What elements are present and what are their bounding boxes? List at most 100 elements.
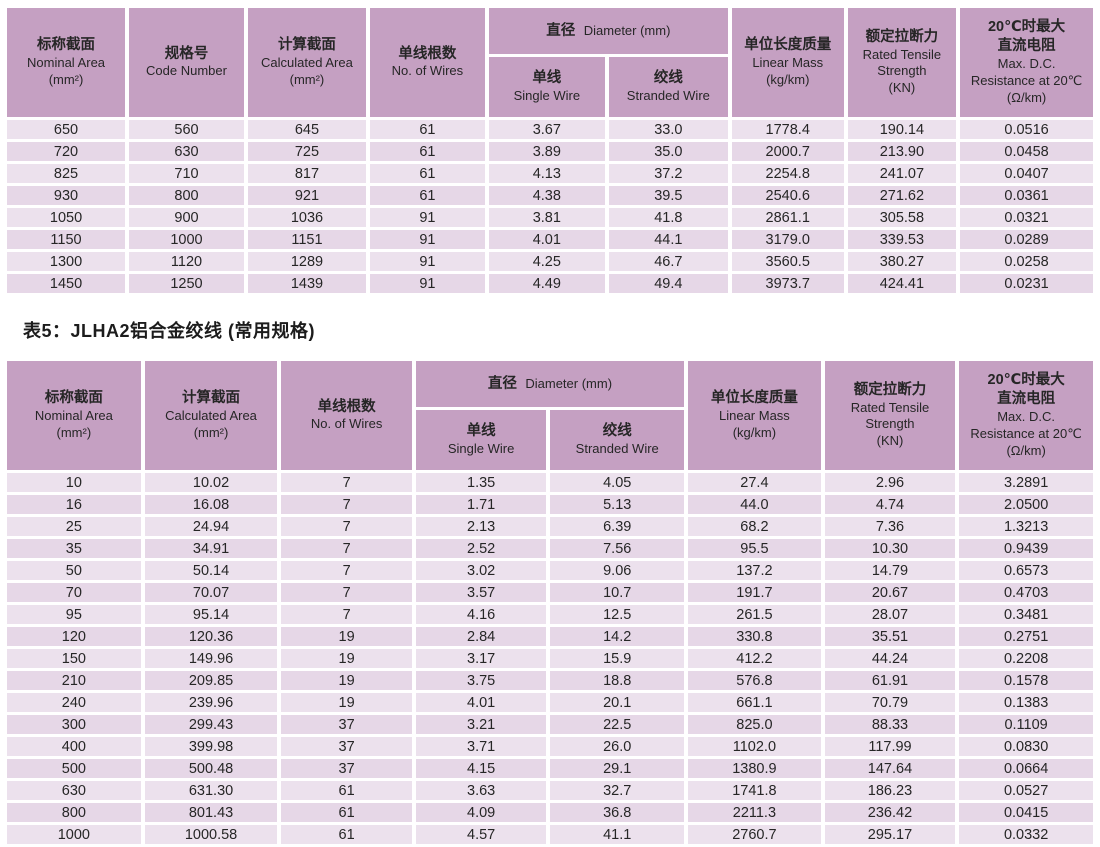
col-header-stranded-wire: 绞线 Stranded Wire (550, 410, 685, 470)
col-header-en: Rated Tensile Strength (KN) (850, 399, 930, 449)
col-header-tensile-strength: 额定拉断力 Rated Tensile Strength (KN) (824, 361, 956, 470)
table-cell: 37 (281, 715, 412, 734)
table-cell: 817 (247, 164, 366, 183)
table-cell: 70.07 (144, 583, 278, 602)
table-cell: 10.7 (550, 583, 685, 602)
table-cell: 33.0 (608, 120, 728, 139)
table-cell: 61 (369, 186, 485, 205)
table-row: 1300 1120 1289 91 4.25 46.7 3560.5 380.27 0.0258 (7, 252, 1093, 271)
col-header-zh: 单位长度质量 (744, 37, 832, 54)
col-header-code-number: 规格号 Code Number (129, 8, 244, 117)
table-cell: 19 (281, 627, 412, 646)
col-header-zh: 直径 (546, 22, 576, 39)
table-cell: 0.0415 (959, 803, 1093, 822)
table-cell: 1250 (129, 274, 244, 293)
table-row: 16 16.08 7 1.71 5.13 44.0 4.74 2.0500 (7, 495, 1093, 514)
table-cell: 645 (247, 120, 366, 139)
col-header-dc-resistance: 20℃时最大 直流电阻 Max. D.C. Resistance at 20℃ … (959, 361, 1093, 470)
table-cell: 576.8 (688, 671, 821, 690)
table-cell: 37 (281, 737, 412, 756)
table-cell: 44.24 (824, 649, 956, 668)
table-cell: 500 (7, 759, 141, 778)
col-header-en: Stranded Wire (575, 440, 659, 456)
table-cell: 20.67 (824, 583, 956, 602)
table-row: 300 299.43 37 3.21 22.5 825.0 88.33 0.1109 (7, 715, 1093, 734)
col-header-diameter-group: 直径 Diameter (mm) (415, 361, 685, 407)
table-cell: 19 (281, 649, 412, 668)
table-cell: 91 (369, 208, 485, 227)
table-cell: 500.48 (144, 759, 278, 778)
col-header-zh: 额定拉断力 (853, 381, 927, 398)
col-header-stranded-wire: 绞线 Stranded Wire (608, 57, 728, 117)
table-cell: 213.90 (847, 142, 957, 161)
col-header-en: No. of Wires (391, 63, 464, 79)
table-cell: 0.0407 (960, 164, 1093, 183)
table-cell: 95.5 (688, 539, 821, 558)
table-cell: 7 (281, 539, 412, 558)
table-row: 1450 1250 1439 91 4.49 49.4 3973.7 424.41 0.0231 (7, 274, 1093, 293)
table-cell: 424.41 (847, 274, 957, 293)
table-cell: 7 (281, 517, 412, 536)
table-cell: 41.1 (550, 825, 685, 844)
table-cell: 27.4 (688, 473, 821, 492)
table-cell: 16.08 (144, 495, 278, 514)
table-cell: 825.0 (688, 715, 821, 734)
table-cell: 3973.7 (731, 274, 844, 293)
table-cell: 3.89 (488, 142, 605, 161)
table-cell: 7.56 (550, 539, 685, 558)
table-cell: 1.35 (415, 473, 547, 492)
col-header-en: Max. D.C. Resistance at 20℃ (Ω/km) (970, 409, 1082, 458)
table-row: 10 10.02 7 1.35 4.05 27.4 2.96 3.2891 (7, 473, 1093, 492)
table-cell: 88.33 (824, 715, 956, 734)
col-header-en: Code Number (146, 63, 227, 79)
table-cell: 630 (129, 142, 244, 161)
table-cell: 295.17 (824, 825, 956, 844)
wire-spec-table-large-sizes: 标称截面 Nominal Area (mm²) 规格号 Code Number … (3, 5, 1097, 296)
table-cell: 50 (7, 561, 141, 580)
table-cell: 3560.5 (731, 252, 844, 271)
table-cell: 0.0516 (960, 120, 1093, 139)
table-cell: 68.2 (688, 517, 821, 536)
table-cell: 10.30 (824, 539, 956, 558)
table-cell: 1380.9 (688, 759, 821, 778)
table-cell: 9.06 (550, 561, 685, 580)
col-header-no-of-wires: 单线根数 No. of Wires (281, 361, 412, 470)
table-cell: 4.01 (415, 693, 547, 712)
table-cell: 0.0830 (959, 737, 1093, 756)
table-cell: 1150 (7, 230, 126, 249)
col-header-zh: 计算截面 (182, 390, 241, 407)
table-row: 1000 1000.58 61 4.57 41.1 2760.7 295.17 0.0332 (7, 825, 1093, 844)
table-cell: 61.91 (824, 671, 956, 690)
table-cell: 120 (7, 627, 141, 646)
table-cell: 70 (7, 583, 141, 602)
table-cell: 95.14 (144, 605, 278, 624)
table-cell: 3.02 (415, 561, 547, 580)
col-header-zh: 单线 (532, 70, 562, 87)
col-header-zh: 20℃时最大 直流电阻 (987, 372, 1065, 408)
table-cell: 3.71 (415, 737, 547, 756)
col-header-nominal-area: 标称截面 Nominal Area (mm²) (7, 361, 141, 470)
table-row: 50 50.14 7 3.02 9.06 137.2 14.79 0.6573 (7, 561, 1093, 580)
table-cell: 412.2 (688, 649, 821, 668)
table-cell: 0.4703 (959, 583, 1093, 602)
table-cell: 35 (7, 539, 141, 558)
table-body: 10 10.02 7 1.35 4.05 27.4 2.96 3.2891 16 16.08 7 1.… (7, 473, 1093, 844)
table-row: 650 560 645 61 3.67 33.0 1778.4 190.14 0.0516 (7, 120, 1093, 139)
col-header-zh: 额定拉断力 (865, 28, 939, 45)
table-cell: 4.05 (550, 473, 685, 492)
table-cell: 117.99 (824, 737, 956, 756)
table-cell: 4.57 (415, 825, 547, 844)
table-cell: 241.07 (847, 164, 957, 183)
table-cell: 44.0 (688, 495, 821, 514)
table-cell: 1.71 (415, 495, 547, 514)
table-cell: 61 (281, 825, 412, 844)
col-header-zh: 标称截面 (44, 390, 103, 407)
table-cell: 0.0332 (959, 825, 1093, 844)
table-cell: 190.14 (847, 120, 957, 139)
table-cell: 1741.8 (688, 781, 821, 800)
col-header-zh: 标称截面 (37, 37, 96, 54)
table-cell: 4.13 (488, 164, 605, 183)
table-cell: 1439 (247, 274, 366, 293)
table-cell: 61 (369, 142, 485, 161)
table-row: 25 24.94 7 2.13 6.39 68.2 7.36 1.3213 (7, 517, 1093, 536)
